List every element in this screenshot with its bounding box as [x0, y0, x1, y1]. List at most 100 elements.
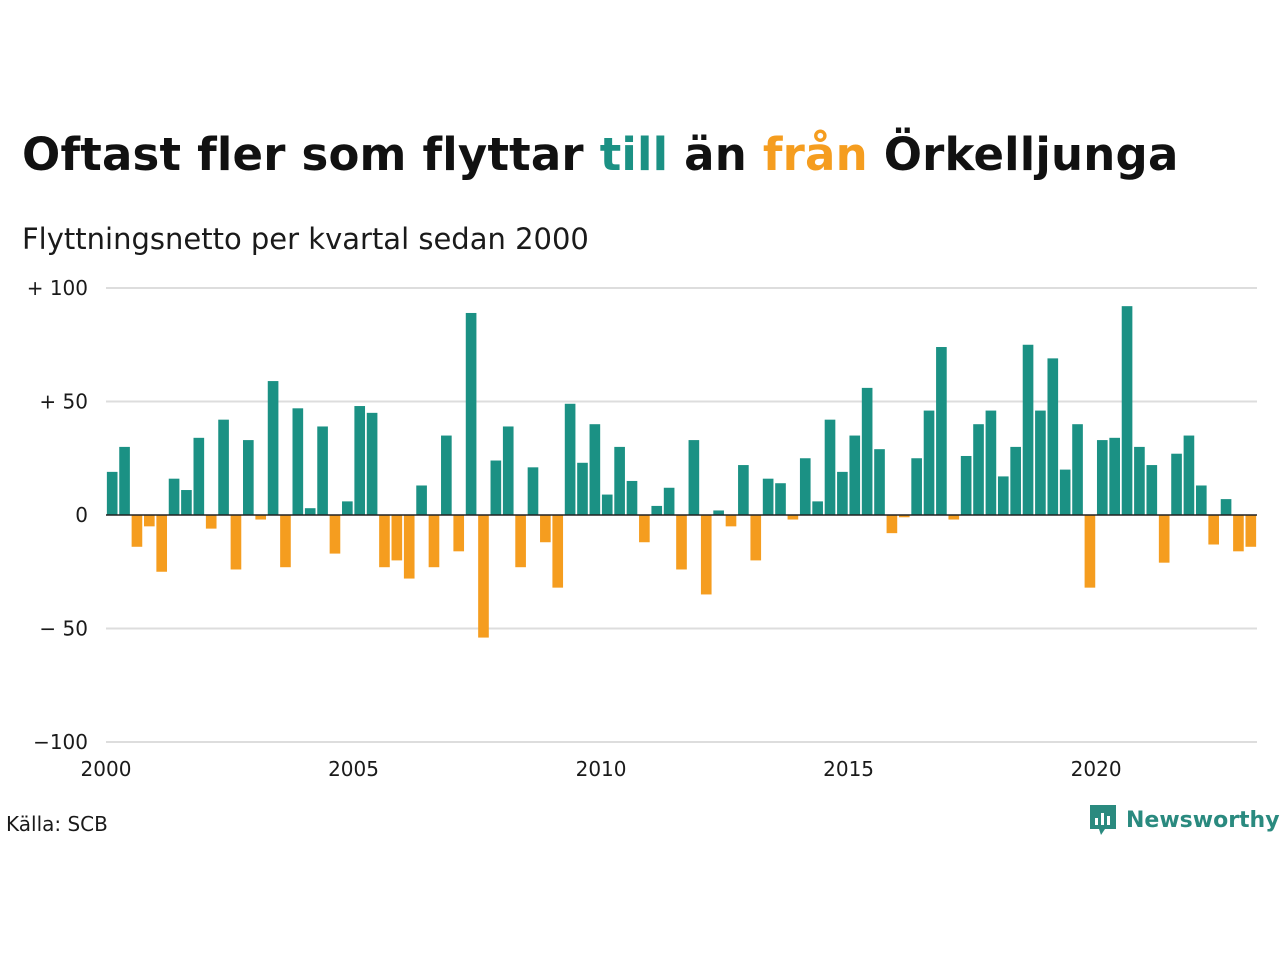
chart-title: Oftast fler som flyttar till än från Örk… — [22, 128, 1179, 181]
bar — [837, 471, 848, 515]
bar — [280, 515, 291, 568]
source-note: Källa: SCB — [6, 812, 108, 836]
bar — [688, 440, 700, 515]
bar — [824, 419, 836, 515]
bar — [205, 515, 217, 529]
bar — [379, 515, 390, 568]
bar — [552, 515, 564, 588]
bar — [106, 471, 118, 515]
bar — [923, 410, 935, 515]
bar — [243, 440, 254, 515]
bar — [676, 515, 687, 570]
bar — [1096, 440, 1108, 515]
bar — [1183, 435, 1195, 515]
bars — [106, 306, 1257, 638]
title-part3: Örkelljunga — [867, 128, 1179, 181]
bar — [416, 485, 427, 515]
bar — [131, 515, 143, 547]
bar — [762, 478, 774, 515]
bar — [1010, 446, 1021, 515]
bar — [700, 515, 712, 595]
bar — [997, 476, 1009, 515]
bar — [1245, 515, 1257, 547]
y-tick-label: + 100 — [27, 276, 88, 300]
x-tick-label: 2015 — [823, 757, 874, 781]
bar — [193, 437, 205, 515]
bar — [144, 515, 155, 527]
bar — [775, 483, 786, 515]
bar — [973, 424, 984, 515]
bar — [181, 490, 192, 515]
bar — [874, 449, 885, 515]
bar — [1134, 446, 1145, 515]
x-tick-label: 2020 — [1071, 757, 1122, 781]
bar — [601, 494, 613, 515]
bar — [787, 515, 799, 520]
bar — [750, 515, 762, 561]
bar — [651, 505, 663, 515]
y-axis-labels: + 100 + 50 0 − 50 −100 — [27, 276, 88, 754]
bar — [329, 515, 341, 554]
bar — [527, 467, 539, 515]
bar — [725, 515, 737, 527]
bar — [267, 381, 279, 515]
bar — [1208, 515, 1219, 545]
x-axis-labels: 2000 2005 2010 2015 2020 — [81, 757, 1122, 781]
bar — [713, 510, 724, 515]
bar — [960, 455, 972, 515]
bar — [1022, 344, 1034, 515]
bar — [1072, 424, 1083, 515]
bar — [366, 412, 378, 515]
bar — [156, 515, 168, 572]
bar — [1059, 469, 1071, 515]
bar — [354, 406, 366, 515]
x-tick-label: 2010 — [576, 757, 627, 781]
bar — [898, 515, 910, 518]
y-tick-label: −100 — [33, 730, 88, 754]
bar — [1047, 358, 1059, 515]
y-tick-label: − 50 — [39, 617, 88, 641]
bar — [1195, 485, 1207, 515]
brand-logo: Newsworthy — [1088, 803, 1280, 837]
bar — [292, 408, 304, 515]
x-tick-label: 2000 — [81, 757, 132, 781]
bar — [428, 515, 440, 568]
bar — [403, 515, 415, 579]
y-tick-label: + 50 — [39, 390, 88, 414]
bar — [1109, 437, 1120, 515]
bar — [119, 446, 130, 515]
newsworthy-logo-icon — [1090, 805, 1116, 835]
bar — [317, 426, 328, 515]
bar — [304, 508, 316, 515]
bar — [1233, 515, 1244, 552]
bar — [564, 403, 576, 515]
bar — [626, 480, 638, 515]
bar — [342, 501, 353, 515]
bar — [985, 410, 997, 515]
bar — [453, 515, 465, 552]
bar — [490, 460, 502, 515]
bar — [738, 465, 749, 515]
bar — [391, 515, 403, 561]
bar — [515, 515, 526, 568]
title-part1: Oftast fler som flyttar — [22, 128, 600, 181]
x-tick-label: 2005 — [328, 757, 379, 781]
bar — [799, 458, 811, 515]
title-part2: än — [668, 128, 763, 181]
bar — [614, 446, 625, 515]
bar — [1171, 453, 1182, 515]
brand-name: Newsworthy — [1126, 807, 1280, 833]
bar — [861, 387, 873, 515]
grid-lines — [106, 287, 1257, 743]
bar — [1220, 499, 1232, 515]
bar — [936, 347, 947, 515]
bar — [948, 515, 960, 520]
chart-subtitle: Flyttningsnetto per kvartal sedan 2000 — [22, 222, 589, 256]
bar — [502, 426, 514, 515]
bar — [1121, 306, 1133, 515]
bar — [1035, 410, 1046, 515]
bar — [812, 501, 823, 515]
bar — [577, 462, 588, 515]
bar — [886, 515, 898, 534]
bar — [911, 458, 922, 515]
